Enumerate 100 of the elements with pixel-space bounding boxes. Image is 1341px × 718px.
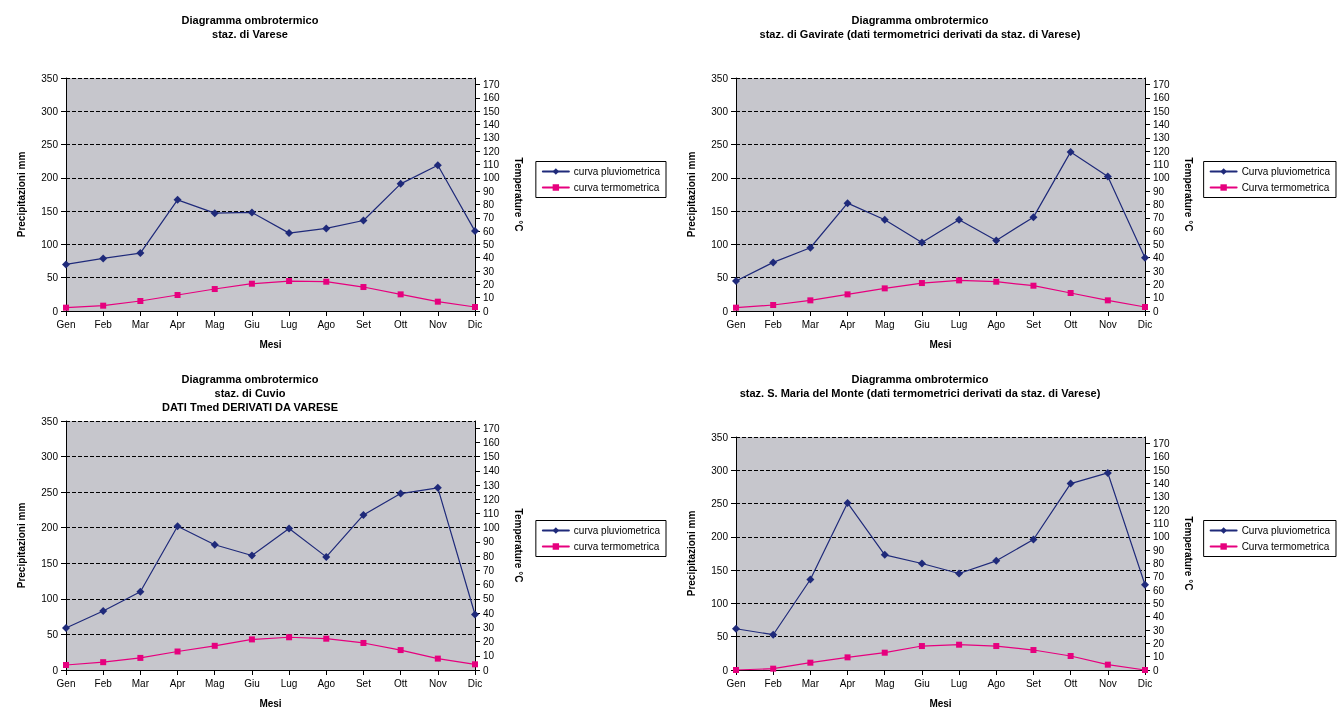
point [173,522,182,531]
x-tick-label: Gen [726,677,746,689]
x-tick-label: Lug [950,677,968,689]
point [732,277,740,286]
y2-tick-label: 10 [483,650,495,662]
y2-tick-label: 20 [1153,637,1165,649]
point [359,216,368,225]
point [471,610,479,619]
y2-tick-label: 110 [483,507,500,519]
y2-tick-label: 120 [1153,504,1171,516]
y2-tick-label: 170 [1153,79,1171,91]
point [471,227,479,236]
y-tick-label: 250 [711,498,729,510]
y2-tick-label: 120 [483,145,501,157]
x-tick-label: Mag [875,318,895,330]
y-axis-title: Precipitazioni mm [685,510,697,597]
y2-tick-label: 30 [1153,624,1165,636]
point [248,636,255,643]
chart-title: Diagramma ombrotermico [181,373,319,385]
x-tick-label: Dic [467,677,483,689]
y2-tick-label: 60 [483,225,495,237]
x-tick-label: Set [355,677,372,689]
y-axis-title: Precipitazioni mm [15,502,27,589]
y-tick-label: 300 [711,105,729,117]
y2-tick-label: 80 [483,550,495,562]
point [955,215,964,224]
y-tick-label: 50 [716,631,729,643]
point [434,298,441,305]
y2-tick-label: 140 [483,119,501,131]
chart-subtitle: staz. S. Maria del Monte (dati termometrici derivati da staz. di Varese) [739,387,1101,399]
x-tick-label: Lug [280,318,298,330]
x-tick-label: Mar [801,677,820,689]
legend-label: Curva termometrica [1241,541,1330,552]
point [956,641,963,648]
x-tick-label: Apr [839,677,856,689]
x-tick-label: Set [1025,677,1042,689]
y2-tick-label: 170 [483,79,501,91]
y2-tick-label: 160 [483,92,501,104]
point [99,606,108,615]
y-axis-title: Precipitazioni mm [685,151,697,238]
point [286,634,293,641]
legend-label: Curva termometrica [1241,182,1330,193]
y-tick-label: 350 [711,431,729,443]
x-axis-title: Mesi [929,697,952,709]
y2-tick-label: 170 [483,422,501,434]
point [844,291,851,298]
x-tick-label: Nov [1098,677,1117,689]
y-tick-label: 150 [711,205,729,217]
y2-tick-label: 50 [483,593,495,605]
y2-tick-label: 160 [1153,451,1171,463]
y-tick-label: 100 [711,597,729,609]
point [993,643,1000,650]
chart-title: Diagramma ombrotermico [181,14,319,26]
legend-label: curva termometrica [573,541,660,552]
y-tick-label: 100 [41,238,59,250]
y2-tick-label: 60 [1153,225,1165,237]
x-tick-label: Giu [914,677,930,689]
y2-tick-label: 60 [1153,584,1165,596]
y-tick-label: 100 [41,593,59,605]
x-tick-label: Feb [94,677,113,689]
y2-tick-label: 30 [483,621,495,633]
point [360,639,367,646]
point [769,258,778,267]
x-tick-label: Apr [169,677,186,689]
point [174,648,181,655]
point [992,556,1001,565]
point [433,161,442,170]
point [137,298,144,305]
point [322,224,331,233]
point [433,483,442,492]
chart-subtitle: staz. di Varese [212,28,288,40]
x-tick-label: Feb [94,318,113,330]
y2-tick-label: 100 [483,172,501,184]
chart-title: Diagramma ombrotermico [851,373,989,385]
y-tick-label: 0 [722,305,729,317]
x-tick-label: Ott [1063,677,1078,689]
y2-tick-label: 130 [1153,132,1171,144]
point [917,559,926,568]
point [880,550,889,559]
y2-tick-label: 160 [483,436,501,448]
legend-label: Curva pluviometrica [1241,525,1331,536]
y-tick-label: 100 [711,238,729,250]
point [917,238,926,247]
y2-tick-label: 20 [1153,278,1165,290]
y2-tick-label: 100 [1153,172,1171,184]
point [770,665,777,672]
point [285,229,294,238]
x-axis-title: Mesi [259,338,282,350]
x-tick-label: Mag [205,318,225,330]
x-tick-label: Apr [839,318,856,330]
y2-tick-label: 40 [483,607,495,619]
x-tick-label: Giu [914,318,930,330]
y2-tick-label: 0 [483,305,489,317]
point [396,179,405,188]
x-tick-label: Feb [764,677,783,689]
y-tick-label: 150 [41,557,59,569]
y2-tick-label: 150 [483,451,501,463]
y2-tick-label: 0 [483,664,489,676]
x-tick-label: Feb [764,318,783,330]
y2-tick-label: 120 [1153,145,1171,157]
